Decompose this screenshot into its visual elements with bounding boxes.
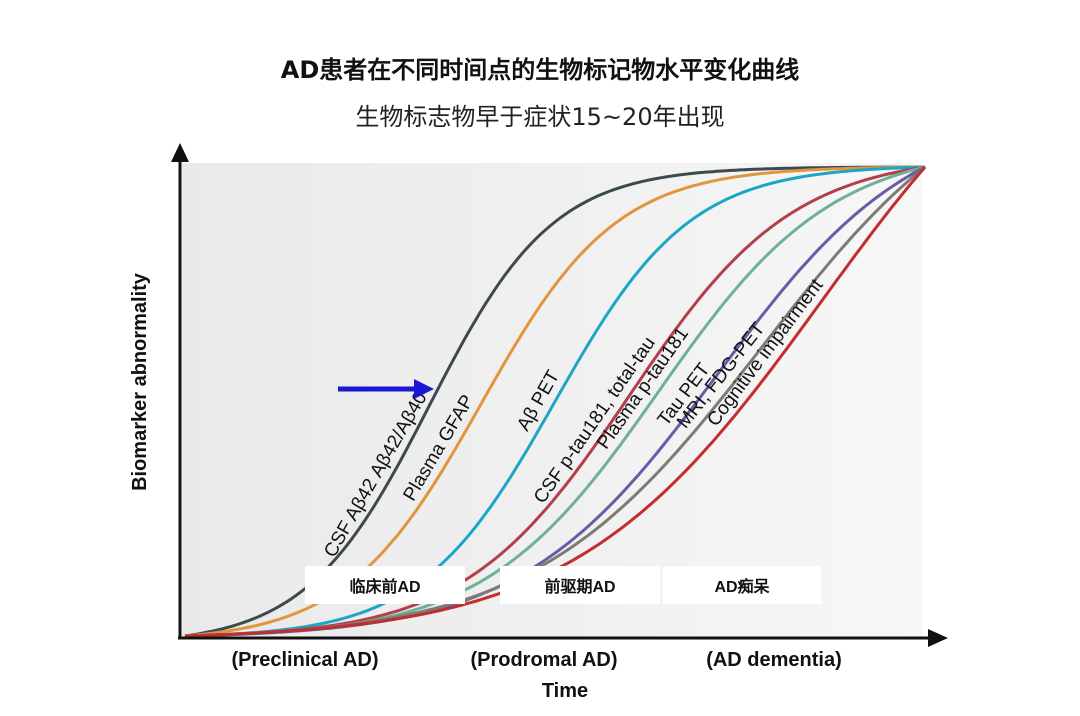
stage-badge-dementia: AD痴呆 (663, 566, 821, 604)
chart-title: AD患者在不同时间点的生物标记物水平变化曲线 (280, 56, 800, 84)
y-axis-arrow-icon (171, 143, 189, 162)
x-axis-label: Time (542, 680, 588, 702)
pointer-arrow-icon (338, 379, 434, 399)
plot-background (182, 163, 922, 637)
x-stage-label-prodromal: (Prodromal AD) (470, 649, 617, 671)
y-axis-label: Biomarker abnormality (129, 272, 151, 491)
series-line-2 (184, 165, 926, 638)
stage-badge-label: AD痴呆 (714, 577, 770, 596)
stage-badge-label: 前驱期AD (544, 577, 615, 596)
series-line-1 (184, 165, 925, 638)
x-stage-label-dementia: (AD dementia) (706, 649, 842, 671)
chart-subtitle: 生物标志物早于症状15~20年出现 (355, 103, 725, 131)
stage-badge-prodromal: 前驱期AD (500, 566, 660, 604)
stage-badge-preclinical: 临床前AD (305, 566, 465, 604)
x-axis-arrow-icon (928, 629, 948, 647)
stage-badge-label: 临床前AD (349, 577, 420, 596)
x-stage-label-preclinical: (Preclinical AD) (231, 649, 378, 671)
